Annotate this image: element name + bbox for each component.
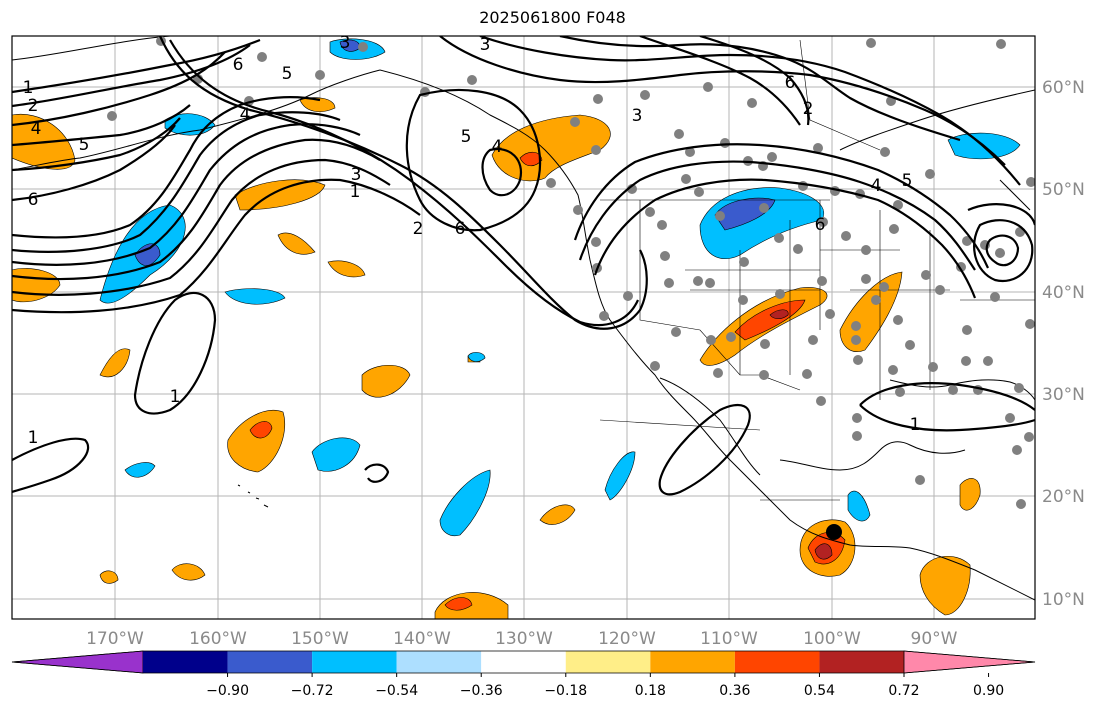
contour-label: 2: [28, 96, 39, 116]
contour-label: 2: [803, 99, 814, 119]
contour-label: 6: [815, 215, 826, 235]
lon-label: 110°W: [700, 629, 758, 649]
map-title: 2025061800 F048: [479, 8, 626, 27]
lat-label: 20°N: [1042, 487, 1085, 507]
lon-label: 150°W: [291, 629, 349, 649]
contour-label: 6: [455, 219, 466, 239]
contour-label: 3: [340, 33, 351, 53]
contour-label: 5: [79, 135, 90, 155]
coastlines: [12, 36, 1035, 601]
contour-label: 1: [23, 78, 34, 98]
lat-label: 10°N: [1042, 590, 1085, 610]
lat-label: 30°N: [1042, 385, 1085, 405]
colorbar-segment: [312, 651, 397, 673]
colorbar-min-extension: [11, 650, 144, 674]
contour-label: 3: [480, 35, 491, 55]
lon-label: 170°W: [86, 629, 144, 649]
station-markers: [107, 36, 1035, 509]
contour-label: 6: [28, 190, 39, 210]
colorbar-tick-label: −0.90: [206, 683, 249, 699]
colorbar: [11, 650, 1036, 674]
lat-label: 60°N: [1042, 78, 1085, 98]
contour-label: 4: [31, 119, 42, 139]
colorbar-labels: −0.90 −0.72 −0.54 −0.36 −0.18 0.18 0.36 0.54 0.7…: [206, 673, 1004, 699]
contour-label: 4: [871, 176, 882, 196]
contour-label: 6: [233, 55, 244, 75]
lat-label: 40°N: [1042, 283, 1085, 303]
contour-label: 3: [351, 165, 362, 185]
political-borders: [599, 39, 1035, 501]
colorbar-tick-label: 0.54: [804, 683, 835, 699]
lon-label: 160°W: [189, 629, 247, 649]
colorbar-max-extension: [903, 650, 1036, 674]
colorbar-segment: [396, 651, 482, 673]
contour-label: 2: [413, 219, 424, 239]
colorbar-segment: [650, 651, 735, 673]
contour-label: 4: [492, 137, 503, 157]
center-marker: [826, 524, 842, 540]
contour-label: 6: [785, 73, 796, 93]
contour-label: 1: [910, 415, 921, 435]
colorbar-tick-label: 0.72: [888, 683, 919, 699]
latitude-labels: 60°N 50°N 40°N 30°N 20°N 10°N: [1042, 78, 1085, 610]
contour-label: 1: [350, 182, 361, 202]
colorbar-tick-label: −0.18: [544, 683, 587, 699]
contour-label: 1: [170, 387, 181, 407]
colorbar-tick-label: −0.36: [460, 683, 503, 699]
contour-label: 3: [632, 106, 643, 126]
longitude-labels: 170°W 160°W 150°W 140°W 130°W 120°W 110°…: [86, 629, 958, 649]
colorbar-outline: [11, 650, 1036, 674]
lon-label: 100°W: [803, 629, 861, 649]
colorbar-segment: [481, 651, 566, 673]
colorbar-segment: [565, 651, 651, 673]
shaded-anomalies: [12, 38, 1021, 619]
colorbar-segment: [143, 651, 228, 673]
lon-label: 130°W: [495, 629, 553, 649]
colorbar-tick-label: 0.90: [973, 683, 1004, 699]
contour-label-group: 1 2 3 4 5 6 6 5 4 3 2 1 3 6 5 4 3 6 5 4 …: [23, 33, 921, 448]
lon-label: 140°W: [393, 629, 451, 649]
lon-label: 90°W: [911, 629, 958, 649]
lat-label: 50°N: [1042, 180, 1085, 200]
contour-lines: [12, 36, 1035, 496]
colorbar-tick-label: −0.72: [291, 683, 334, 699]
contour-label: 5: [902, 171, 913, 191]
colorbar-tick-label: 0.36: [719, 683, 750, 699]
colorbar-tick-label: 0.18: [635, 683, 666, 699]
colorbar-segment: [227, 651, 313, 673]
contour-label: 5: [461, 127, 472, 147]
contour-label: 5: [282, 64, 293, 84]
map-frame: [11, 35, 1036, 620]
contour-label: 1: [28, 428, 39, 448]
contour-label: 4: [240, 105, 251, 125]
colorbar-tick-label: −0.54: [375, 683, 418, 699]
colorbar-segment: [819, 651, 904, 673]
colorbar-segment: [734, 651, 820, 673]
lon-label: 120°W: [598, 629, 656, 649]
